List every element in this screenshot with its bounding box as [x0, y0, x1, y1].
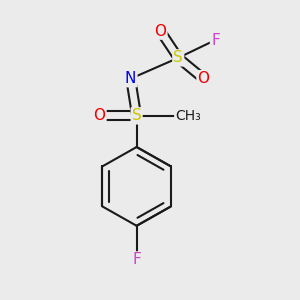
Text: O: O [154, 24, 166, 39]
Text: N: N [125, 71, 136, 86]
Text: CH₃: CH₃ [175, 109, 201, 123]
Text: F: F [132, 253, 141, 268]
Text: O: O [94, 108, 106, 123]
Text: F: F [211, 32, 220, 47]
Text: S: S [173, 50, 183, 65]
Text: S: S [132, 108, 142, 123]
Text: O: O [197, 71, 209, 86]
